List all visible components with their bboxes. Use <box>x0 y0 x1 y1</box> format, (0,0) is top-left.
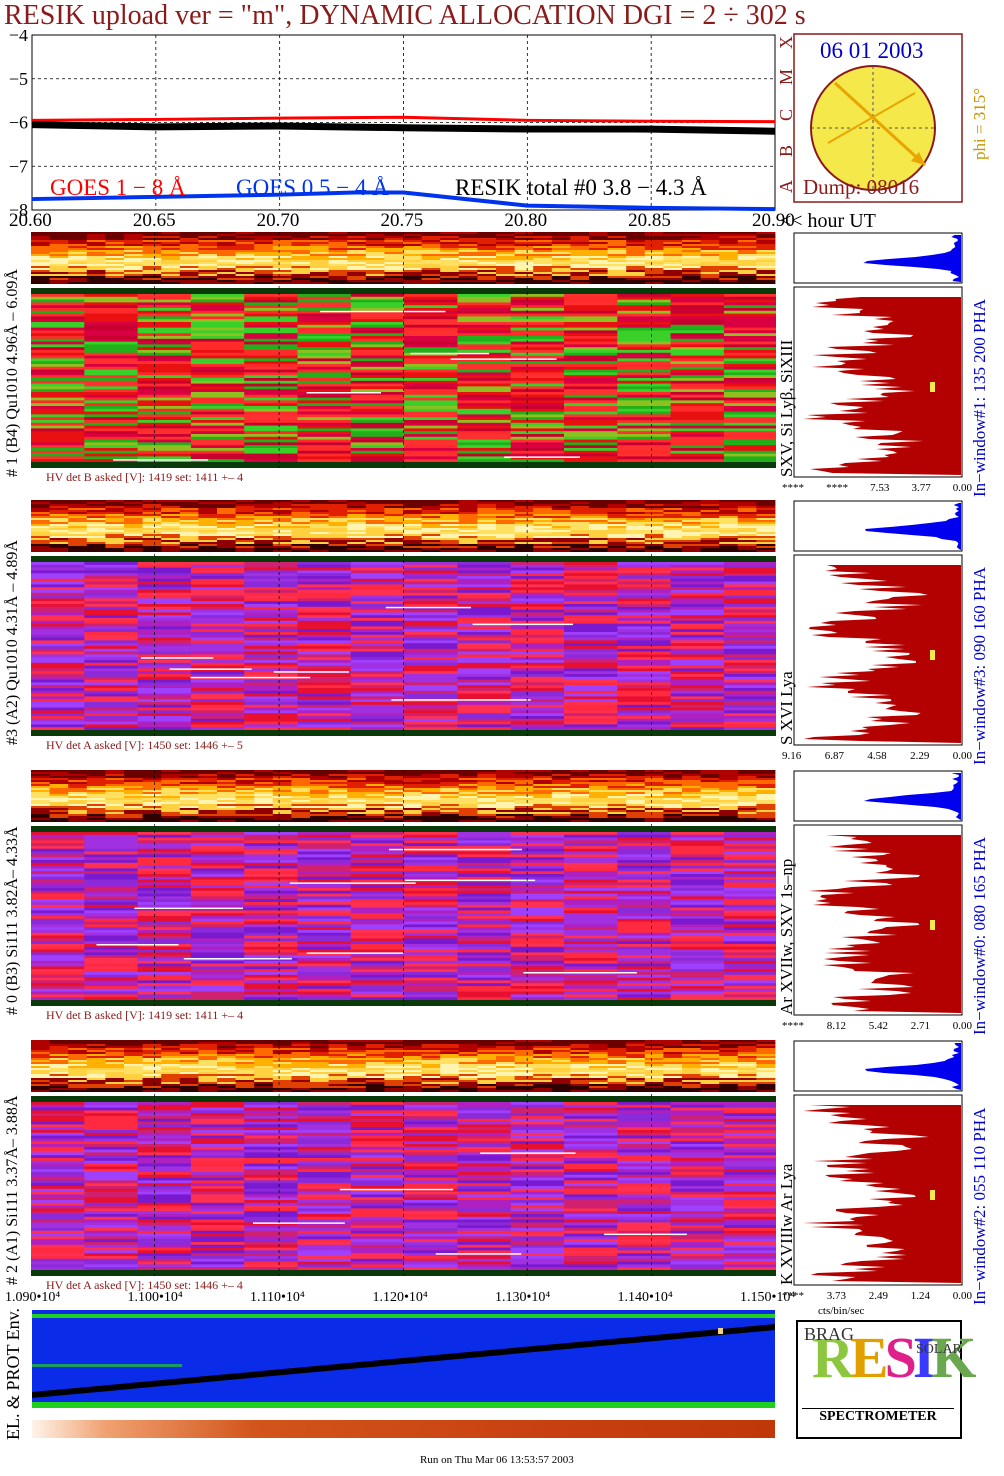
page-title: RESIK upload ver = "m", DYNAMIC ALLOCATI… <box>4 0 806 31</box>
sun-panel <box>793 33 963 203</box>
y-tick-label: −5 <box>9 69 28 89</box>
pha-unit: cts/bin/sec <box>818 1305 865 1317</box>
pha-axis-label: 0.00 <box>952 482 972 494</box>
detector-label: # 1 (B4) Qu1010 4.96Å – 6.09Å <box>4 269 21 477</box>
phi-label: phi = 315° <box>970 87 989 160</box>
pha-axis-label: 6.87 <box>824 750 844 762</box>
window-label: In−window#1: 135 200 PHA <box>970 298 989 497</box>
line-id-label: Ar XVIIw, SXV 1s–np <box>777 858 796 1015</box>
detector-spectrogram <box>31 1040 776 1276</box>
pha-axis: **** 3.73 2.49 1.24 0.00 <box>782 1290 972 1302</box>
bottom-tick-label: 1.140•10⁴ <box>617 1290 673 1305</box>
lightcurve-chart: −4 −5 −6 −7 −8 X M C B A GOES 1 − 8 Å GOES 0.5 − 4 … <box>9 30 796 220</box>
detector-label: # 0 (B3) Si111 3.82Å– 4.33Å <box>4 826 21 1015</box>
series-line <box>31 121 776 135</box>
series-line <box>31 190 776 212</box>
class-letter: X <box>776 36 796 49</box>
detector-label: # 2 (A1) Si111 3.37Å– 3.88Å <box>4 1095 21 1285</box>
pha-axis-label: 2.29 <box>910 750 930 762</box>
line-id-label: S XVI Lya <box>777 671 796 745</box>
x-tick-label: 20.75 <box>380 210 424 231</box>
pha-histogram <box>793 500 963 746</box>
x-tick-label: 20.80 <box>504 210 548 231</box>
class-letter: M <box>776 69 796 85</box>
pha-axis-label: 0.00 <box>952 1020 972 1032</box>
bottom-tick-label: 1.100•10⁴ <box>127 1290 183 1305</box>
bottom-tick-label: 1.130•10⁴ <box>495 1290 551 1305</box>
window-label: In−window#3: 090 160 PHA <box>970 566 989 765</box>
dump-label: Dump: 08016 <box>803 175 920 199</box>
pha-histogram <box>793 770 963 1016</box>
bottom-tick-label: 1.120•10⁴ <box>372 1290 428 1305</box>
x-tick-label: 20.65 <box>132 210 176 231</box>
line-id-label: K XVIIIw Ar Lya <box>777 1163 796 1285</box>
resik-logo: RESIK BRAG SOLAR SPECTROMETER <box>796 1320 977 1439</box>
hv-readout: HV det A asked [V]: 1450 set: 1446 +– 5 <box>46 738 243 752</box>
pha-histogram <box>793 1040 963 1286</box>
pha-axis-label: **** <box>782 1290 804 1302</box>
pha-axis-label: 5.42 <box>868 1020 888 1032</box>
x-tick-label: 20.70 <box>256 210 300 231</box>
y-tick-label: −6 <box>9 113 28 133</box>
x-tick-label: 20.85 <box>628 210 671 231</box>
bottom-axis: 1.090•10⁴ 1.100•10⁴ 1.110•10⁴ 1.120•10⁴ 1.13… <box>0 1290 795 1312</box>
class-letter: B <box>776 145 796 157</box>
x-tick-label: 20.90 <box>752 210 795 231</box>
pha-axis: 9.16 6.87 4.58 2.29 0.00 <box>782 750 972 762</box>
sun-date: 06 01 2003 <box>820 38 924 63</box>
pha-axis-label: 3.73 <box>826 1290 846 1302</box>
pha-axis: **** **** 7.53 3.77 0.00 <box>782 482 972 494</box>
legend-entry: GOES 0.5 − 4 Å <box>236 175 389 200</box>
bottom-tick-label: 1.150•10⁴ <box>740 1290 796 1305</box>
footer-run-date: Run on Thu Mar 06 13:53:57 2003 <box>420 1454 574 1466</box>
pha-axis: **** 8.12 5.42 2.71 0.00 <box>782 1020 972 1032</box>
y-tick-label: −4 <box>9 30 28 45</box>
bottom-tick-label: 1.110•10⁴ <box>250 1290 305 1305</box>
class-letter: A <box>776 180 796 193</box>
legend-entry: RESIK total #0 3.8 − 4.3 Å <box>455 175 707 200</box>
window-label: In−window#0: 080 165 PHA <box>970 836 989 1035</box>
pha-axis-label: 7.53 <box>870 482 890 494</box>
pha-axis-label: 9.16 <box>782 750 802 762</box>
detector-spectrogram <box>31 500 776 736</box>
detector-label: #3 (A2) Qu1010 4.31Å – 4.89Å <box>4 540 21 745</box>
y-tick-label: −7 <box>9 156 28 176</box>
bottom-tick-label: 1.090•10⁴ <box>5 1290 61 1305</box>
env-label: EL. & PROT Env. <box>3 1307 23 1440</box>
detector-spectrogram <box>31 770 776 1006</box>
hv-readout: HV det B asked [V]: 1419 set: 1411 +– 4 <box>46 470 244 484</box>
pha-axis-label: 8.12 <box>826 1020 846 1032</box>
x-tick-label: 20.60 <box>9 210 52 231</box>
pha-axis-label: 3.77 <box>911 482 931 494</box>
environment-panel <box>32 1310 775 1438</box>
pha-axis-label: 1.24 <box>910 1290 930 1302</box>
pha-axis-label: **** <box>826 482 849 494</box>
pha-axis-label: 0.00 <box>952 1290 972 1302</box>
hv-readout: HV det B asked [V]: 1419 set: 1411 +– 4 <box>46 1008 244 1022</box>
window-label: In−window#2: 055 110 PHA <box>970 1107 989 1305</box>
y-tick-label: −8 <box>9 200 28 220</box>
class-letter: C <box>776 109 796 121</box>
pha-axis-label: 2.71 <box>910 1020 930 1032</box>
legend-entry: GOES 1 − 8 Å <box>50 175 186 200</box>
hv-readout: HV det A asked [V]: 1450 set: 1446 +– 4 <box>46 1278 243 1292</box>
pha-axis-label: **** <box>782 482 804 494</box>
pha-axis-label: 2.49 <box>868 1290 888 1302</box>
line-id-label: SXV, Si Lyβ, SiXIII <box>777 339 796 477</box>
pha-histogram <box>793 232 963 478</box>
series-line <box>31 115 776 124</box>
pha-axis-label: 0.00 <box>952 750 972 762</box>
x-axis-unit: << hour UT <box>780 210 876 232</box>
detector-spectrogram <box>31 232 776 468</box>
pha-axis-label: 4.58 <box>867 750 887 762</box>
pha-axis-label: **** <box>782 1020 804 1032</box>
